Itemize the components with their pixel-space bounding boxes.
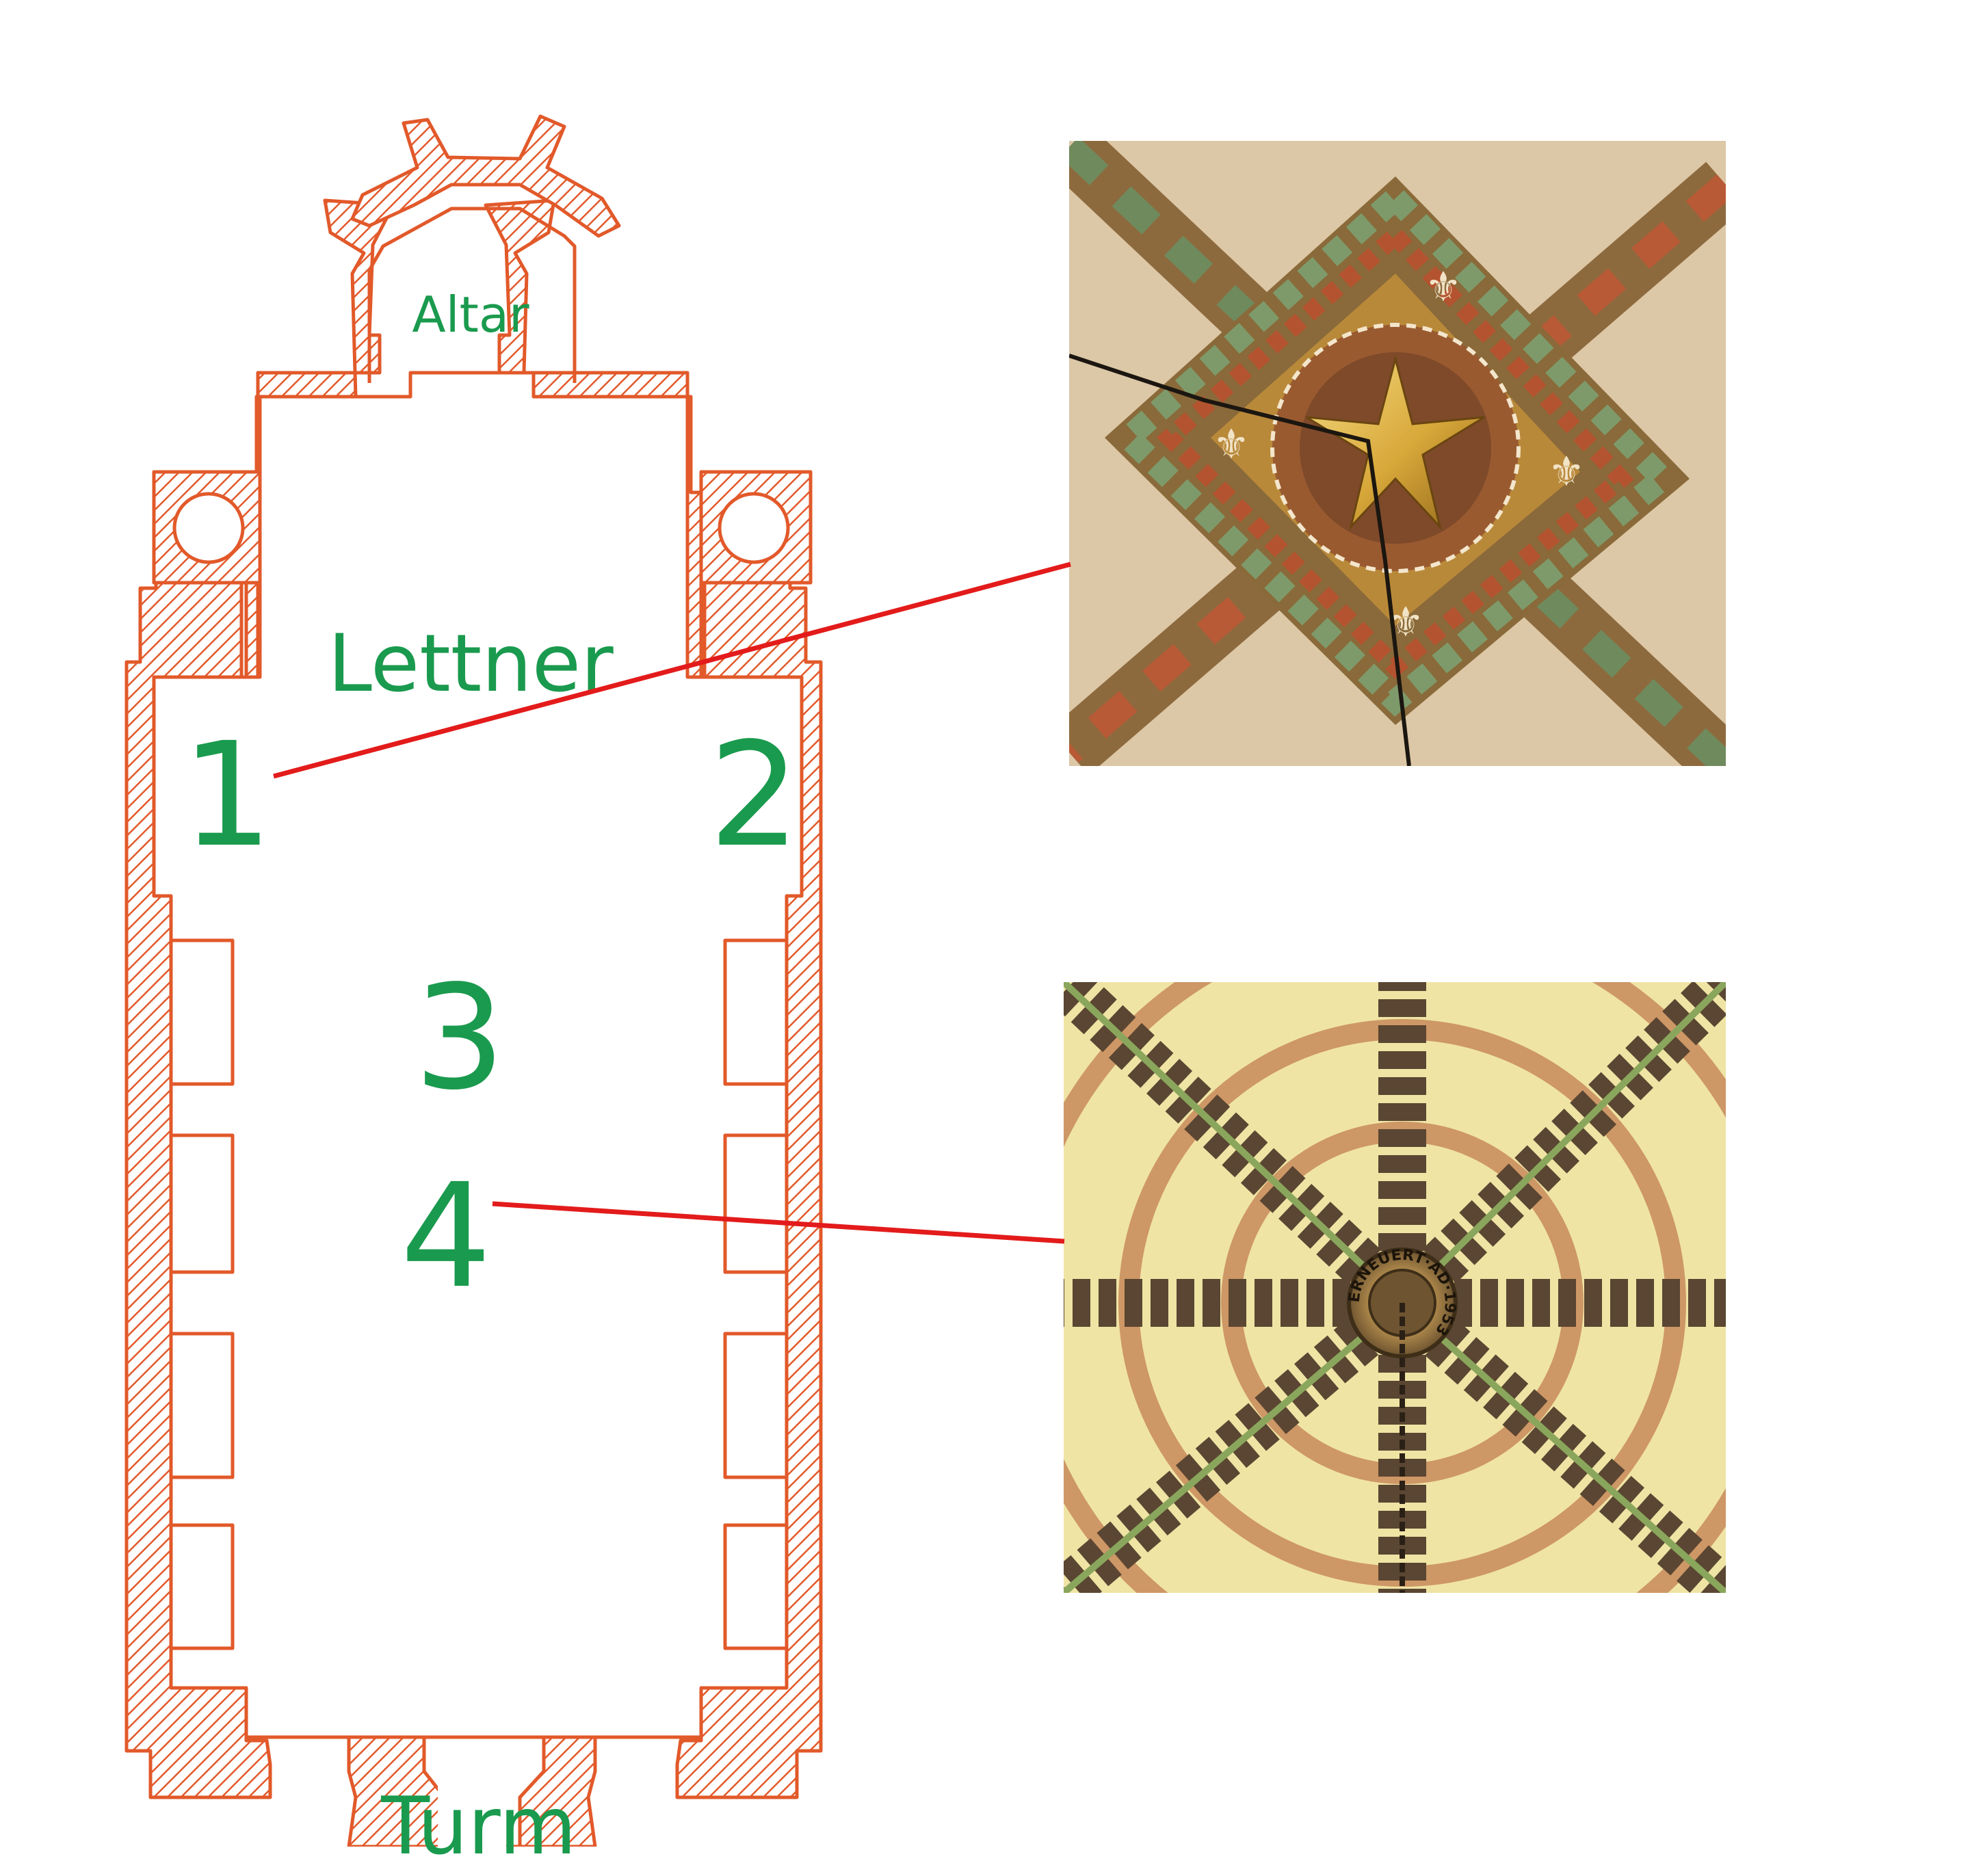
connector-4-to-rib-vault <box>492 1201 1065 1244</box>
vault-photo-ribs: ERNEUERT·AD·1953 <box>1064 982 1726 1593</box>
floor-plan <box>124 114 823 1873</box>
apse-inner <box>367 207 577 383</box>
svg-text:⚜: ⚜ <box>1213 421 1250 468</box>
plan-labels: Altar Lettner 1 2 3 4 Turm <box>181 286 800 1873</box>
label-1: 1 <box>181 711 273 879</box>
apse-crown <box>350 114 621 238</box>
vault-photo-star: ⚜ ⚜ ⚜ ⚜ <box>1069 141 1726 766</box>
connector-1-to-star-vault <box>273 562 1071 779</box>
label-2: 2 <box>709 711 800 879</box>
svg-text:⚜: ⚜ <box>1425 263 1462 311</box>
label-lettner: Lettner <box>328 618 614 710</box>
nave-interior <box>152 371 804 1739</box>
label-4: 4 <box>400 1152 492 1320</box>
svg-text:⚜: ⚜ <box>1548 448 1585 496</box>
label-3: 3 <box>414 954 505 1122</box>
label-turm: Turm <box>380 1780 576 1873</box>
gold-star-icon <box>1306 355 1485 531</box>
label-altar: Altar <box>412 286 529 343</box>
